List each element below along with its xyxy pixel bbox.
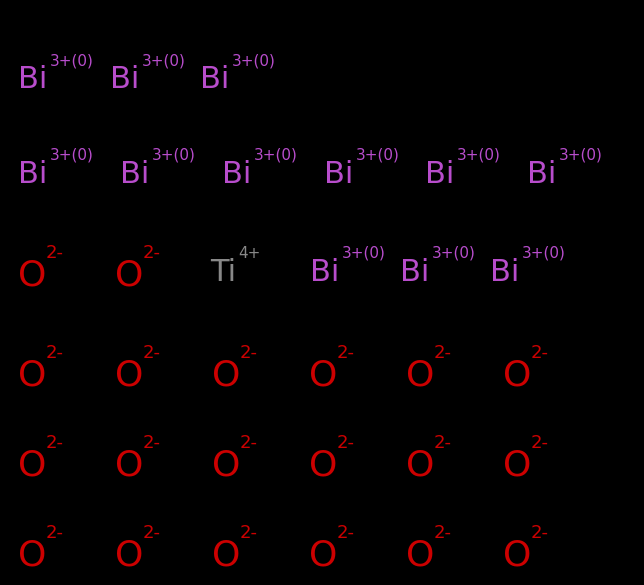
Text: 2-: 2- bbox=[531, 344, 549, 362]
Text: O: O bbox=[18, 358, 46, 392]
Text: Bi: Bi bbox=[310, 258, 339, 287]
Text: 3+(0): 3+(0) bbox=[254, 148, 298, 163]
Text: O: O bbox=[503, 538, 531, 572]
Text: 3+(0): 3+(0) bbox=[356, 148, 400, 163]
Text: O: O bbox=[18, 538, 46, 572]
Text: O: O bbox=[115, 358, 144, 392]
Text: Bi: Bi bbox=[222, 160, 251, 189]
Text: O: O bbox=[115, 258, 144, 292]
Text: 2-: 2- bbox=[46, 244, 64, 262]
Text: 3+(0): 3+(0) bbox=[50, 53, 94, 68]
Text: O: O bbox=[406, 358, 434, 392]
Text: 2-: 2- bbox=[434, 344, 452, 362]
Text: 2-: 2- bbox=[337, 344, 355, 362]
Text: Bi: Bi bbox=[425, 160, 455, 189]
Text: 3+(0): 3+(0) bbox=[432, 246, 476, 261]
Text: 2-: 2- bbox=[434, 434, 452, 452]
Text: O: O bbox=[18, 258, 46, 292]
Text: 3+(0): 3+(0) bbox=[342, 246, 386, 261]
Text: 2-: 2- bbox=[434, 524, 452, 542]
Text: O: O bbox=[503, 358, 531, 392]
Text: Bi: Bi bbox=[400, 258, 430, 287]
Text: 2-: 2- bbox=[240, 434, 258, 452]
Text: 2-: 2- bbox=[337, 434, 355, 452]
Text: 3+(0): 3+(0) bbox=[522, 246, 566, 261]
Text: 2-: 2- bbox=[143, 524, 161, 542]
Text: 4+: 4+ bbox=[238, 246, 260, 261]
Text: 2-: 2- bbox=[337, 524, 355, 542]
Text: 2-: 2- bbox=[46, 434, 64, 452]
Text: Ti: Ti bbox=[210, 258, 236, 287]
Text: 3+(0): 3+(0) bbox=[232, 53, 276, 68]
Text: 2-: 2- bbox=[143, 434, 161, 452]
Text: 2-: 2- bbox=[240, 344, 258, 362]
Text: 3+(0): 3+(0) bbox=[50, 148, 94, 163]
Text: O: O bbox=[309, 448, 337, 482]
Text: Bi: Bi bbox=[18, 65, 48, 94]
Text: 2-: 2- bbox=[46, 344, 64, 362]
Text: O: O bbox=[18, 448, 46, 482]
Text: Bi: Bi bbox=[527, 160, 556, 189]
Text: O: O bbox=[309, 538, 337, 572]
Text: 2-: 2- bbox=[531, 434, 549, 452]
Text: 2-: 2- bbox=[46, 524, 64, 542]
Text: 2-: 2- bbox=[531, 524, 549, 542]
Text: O: O bbox=[212, 538, 240, 572]
Text: Bi: Bi bbox=[120, 160, 149, 189]
Text: O: O bbox=[115, 538, 144, 572]
Text: Bi: Bi bbox=[324, 160, 354, 189]
Text: 3+(0): 3+(0) bbox=[152, 148, 196, 163]
Text: O: O bbox=[406, 538, 434, 572]
Text: Bi: Bi bbox=[110, 65, 139, 94]
Text: O: O bbox=[503, 448, 531, 482]
Text: 3+(0): 3+(0) bbox=[457, 148, 501, 163]
Text: 2-: 2- bbox=[143, 244, 161, 262]
Text: Bi: Bi bbox=[18, 160, 48, 189]
Text: Bi: Bi bbox=[200, 65, 229, 94]
Text: 3+(0): 3+(0) bbox=[142, 53, 186, 68]
Text: O: O bbox=[406, 448, 434, 482]
Text: O: O bbox=[115, 448, 144, 482]
Text: 3+(0): 3+(0) bbox=[559, 148, 603, 163]
Text: 2-: 2- bbox=[240, 524, 258, 542]
Text: O: O bbox=[309, 358, 337, 392]
Text: Bi: Bi bbox=[490, 258, 519, 287]
Text: 2-: 2- bbox=[143, 344, 161, 362]
Text: O: O bbox=[212, 448, 240, 482]
Text: O: O bbox=[212, 358, 240, 392]
